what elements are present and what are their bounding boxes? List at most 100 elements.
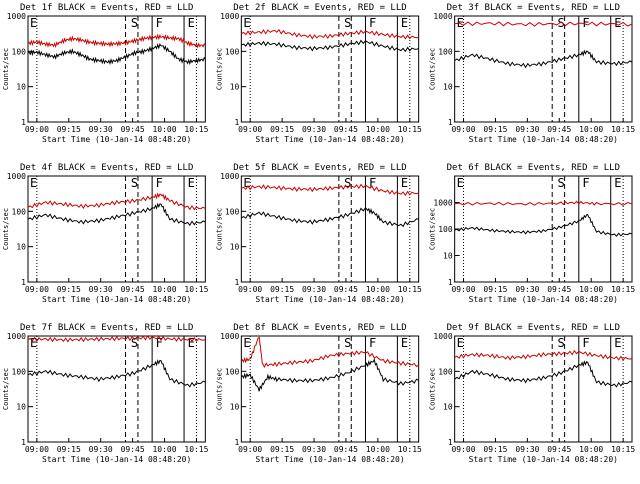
marker-e2: E [614,336,621,350]
xlabel: Start Time (10-Jan-14 08:48:20) [42,295,191,304]
plot-frame [27,335,206,443]
series-red [27,192,206,211]
ytick-label: 100 [438,47,453,56]
marker-s: S [344,16,351,30]
panel-title: Det 4f BLACK = Events, RED = LLD [20,163,193,173]
xtick-label: 09:15 [57,285,81,294]
ytick-label: 10 [16,83,26,92]
panel-title: Det 5f BLACK = Events, RED = LLD [233,163,406,173]
ytick-label: 100 [438,225,453,234]
ytick-label: 1 [448,278,453,287]
panel-9: Det 9f BLACK = Events, RED = LLD 1 10 100 10… [429,323,636,464]
xtick-label: 09:00 [451,445,475,454]
xtick-label: 10:15 [184,125,208,134]
panel-3: Det 3f BLACK = Events, RED = LLD 1 10 100 10… [429,3,636,144]
xtick-label: 09:00 [238,285,262,294]
ylabel: Counts/sec [429,208,437,250]
panel-1: Det 1f BLACK = Events, RED = LLD 1 10 100 10… [2,3,209,144]
ytick-label: 100 [12,367,27,376]
xtick-label: 09:00 [451,285,475,294]
ytick-label: 1 [235,278,240,287]
ylabel: Counts/sec [215,208,223,250]
xtick-label: 10:00 [152,285,176,294]
xtick-label: 10:00 [366,445,390,454]
panel-2: Det 2f BLACK = Events, RED = LLD 1 10 100 10… [215,3,422,144]
marker-s: S [558,336,565,350]
xtick-label: 10:00 [152,445,176,454]
ytick-label: 1000 [7,172,26,181]
xtick-label: 09:45 [334,445,358,454]
xlabel: Start Time (10-Jan-14 08:48:20) [255,295,404,304]
marker-e1: E [457,336,464,350]
ytick-label: 10 [230,243,240,252]
ytick-label: 1000 [433,12,452,21]
marker-f: F [369,16,376,30]
plot-frame [454,335,633,443]
xtick-label: 09:30 [302,445,326,454]
marker-f: F [156,176,163,190]
panel-8: Det 8f BLACK = Events, RED = LLD 1 10 100 10… [215,323,422,464]
xtick-label: 10:15 [398,125,422,134]
xlabel: Start Time (10-Jan-14 08:48:20) [255,455,404,464]
marker-e2: E [401,336,408,350]
ytick-label: 100 [225,207,240,216]
marker-f: F [582,336,589,350]
xtick-label: 09:45 [334,125,358,134]
xlabel: Start Time (10-Jan-14 08:48:20) [255,135,404,144]
series-red [27,335,206,343]
marker-e1: E [243,16,250,30]
ylabel: Counts/sec [2,48,10,90]
panel-title: Det 3f BLACK = Events, RED = LLD [447,3,620,13]
xtick-label: 10:00 [579,445,603,454]
ylabel: Counts/sec [2,368,10,410]
panel-title: Det 1f BLACK = Events, RED = LLD [20,3,193,13]
series-black [454,214,633,237]
series-red [454,349,633,361]
xtick-label: 09:45 [547,285,571,294]
ytick-label: 100 [12,207,27,216]
panel-title: Det 6f BLACK = Events, RED = LLD [447,163,620,173]
series-red [241,28,419,40]
plot-frame [27,15,206,123]
xtick-label: 09:00 [238,445,262,454]
xtick-label: 10:00 [152,125,176,134]
ylabel: Counts/sec [2,208,10,250]
xlabel: Start Time (10-Jan-14 08:48:20) [469,455,618,464]
marker-e1: E [30,336,37,350]
ytick-label: 1 [448,118,453,127]
xtick-label: 10:15 [184,285,208,294]
xtick-label: 09:30 [302,125,326,134]
xtick-label: 09:00 [451,125,475,134]
series-red [241,183,419,197]
series-black [241,207,419,228]
marker-f: F [369,176,376,190]
ylabel: Counts/sec [215,48,223,90]
marker-s: S [131,16,138,30]
panel-6: Det 6f BLACK = Events, RED = LLD 1 10 100 10… [429,163,636,304]
series-black [27,202,206,227]
marker-e1: E [457,176,464,190]
series-black [454,49,633,69]
plot-frame [240,335,420,443]
marker-f: F [156,16,163,30]
marker-e2: E [614,176,621,190]
panel-title: Det 8f BLACK = Events, RED = LLD [233,323,406,333]
marker-s: S [131,336,138,350]
ytick-label: 10 [16,403,26,412]
series-black [454,360,633,388]
marker-e2: E [401,176,408,190]
ytick-label: 10 [443,252,453,261]
xtick-label: 10:15 [184,445,208,454]
ylabel: Counts/sec [429,368,437,410]
series-red [240,336,419,368]
panel-title: Det 9f BLACK = Events, RED = LLD [447,323,620,333]
xtick-label: 10:00 [579,125,603,134]
plot-frame [240,175,420,283]
xtick-label: 09:30 [302,285,326,294]
xtick-label: 09:30 [89,125,113,134]
ytick-label: 1000 [433,199,452,208]
xtick-label: 10:00 [579,285,603,294]
series-black [240,357,419,392]
xtick-label: 09:30 [89,285,113,294]
